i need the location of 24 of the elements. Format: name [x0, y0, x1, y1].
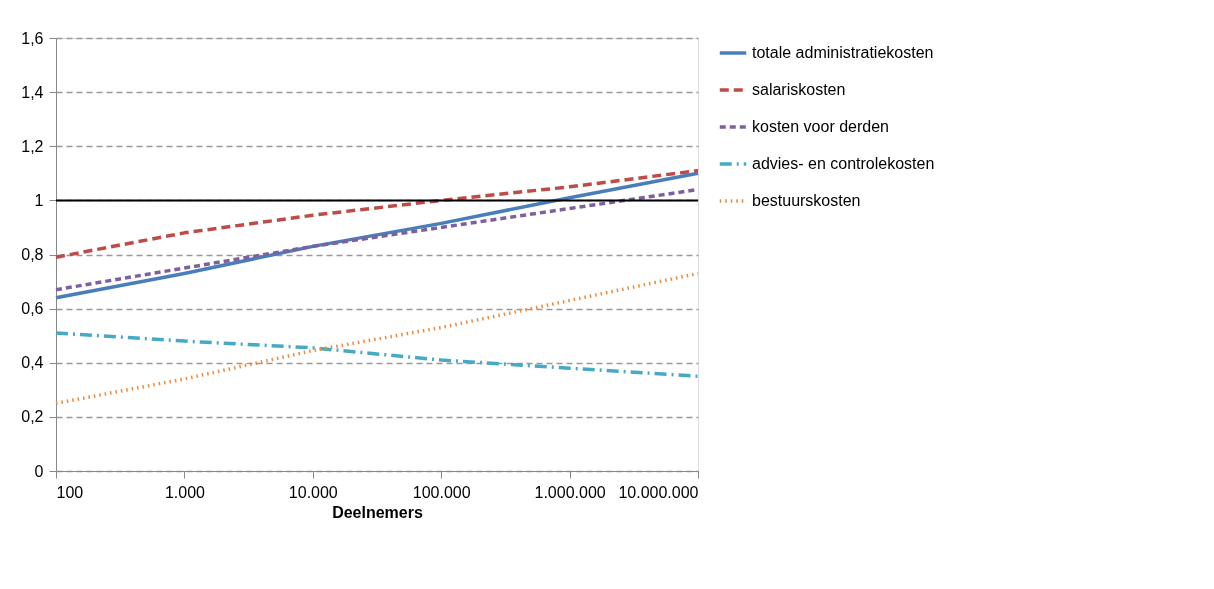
y-tick-label: 1,2	[21, 137, 44, 155]
line-series	[54, 271, 700, 406]
y-tick-label: 1,4	[21, 83, 44, 101]
y-tick-label: 0,8	[21, 246, 44, 263]
line-series	[54, 168, 700, 259]
y-tick-label: 0,4	[21, 354, 44, 372]
legend-label: bestuurskosten	[752, 192, 861, 209]
y-tick-label: 1,6	[21, 29, 44, 47]
x-tick-label: 1.000	[164, 483, 206, 501]
y-tick-label: 0,6	[21, 300, 44, 318]
x-tick-label: 10.000	[288, 483, 338, 501]
y-tick-label: 1	[34, 191, 44, 209]
x-axis-title: Deelnemers	[332, 503, 423, 521]
y-tick-label: 0,2	[21, 408, 44, 426]
x-tick-label: 10.000.000	[618, 483, 699, 501]
x-tick-label: 1.000.000	[534, 483, 606, 501]
line-series	[54, 331, 700, 379]
y-tick-label: 0	[34, 462, 44, 480]
legend-label: advies- en controlekosten	[752, 155, 935, 172]
legend-label: kosten voor derden	[752, 118, 889, 135]
legend-label: salariskosten	[752, 81, 846, 98]
x-tick-label: 100	[56, 483, 84, 501]
x-tick-label: 100.000	[412, 483, 471, 501]
legend-label: totale administratiekosten	[752, 44, 934, 61]
